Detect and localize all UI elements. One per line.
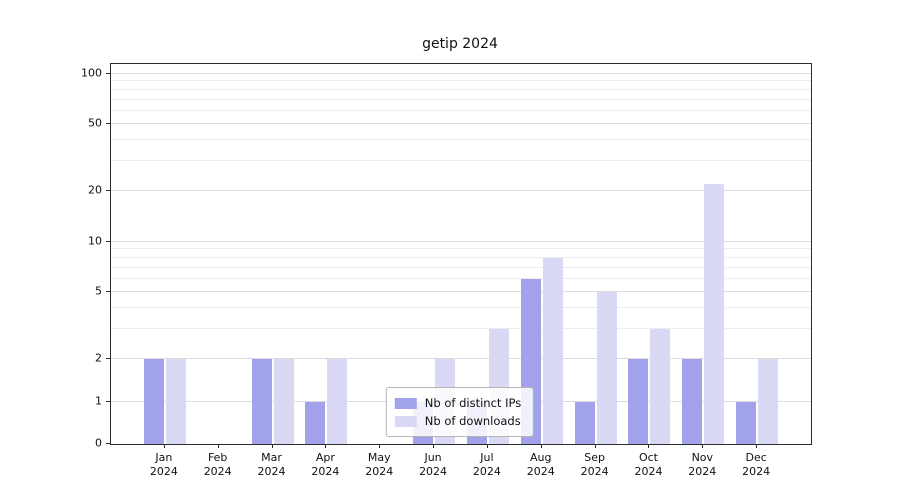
y-tick-label: 10 — [88, 234, 102, 248]
minor-gridline — [111, 80, 811, 82]
legend-swatch-distinct-ips — [394, 397, 417, 409]
x-tick-mark — [648, 444, 650, 448]
legend-label-distinct-ips: Nb of distinct IPs — [424, 396, 522, 410]
major-gridline — [111, 123, 811, 125]
minor-gridline — [111, 139, 811, 141]
plot-area — [110, 63, 812, 445]
x-tick-label: May 2024 — [365, 451, 394, 478]
x-tick-label: Mar 2024 — [257, 451, 286, 478]
y-tick-label: 20 — [88, 183, 102, 197]
legend-row-downloads: Nb of downloads — [394, 412, 521, 430]
bar — [273, 359, 294, 444]
y-tick-label: 1 — [95, 394, 102, 407]
minor-gridline — [111, 277, 811, 279]
bar — [143, 359, 164, 444]
bar — [327, 359, 348, 444]
major-gridline — [111, 190, 811, 191]
y-tick-mark — [106, 291, 110, 293]
y-tick-label: 50 — [88, 116, 102, 130]
minor-gridline — [111, 256, 811, 258]
bar — [628, 359, 649, 444]
x-tick-label: Jan 2024 — [149, 451, 178, 478]
x-tick-label: Feb 2024 — [203, 451, 232, 478]
minor-gridline — [111, 266, 811, 268]
minor-gridline — [111, 109, 811, 111]
x-tick-label: Apr 2024 — [311, 451, 340, 478]
bar — [165, 359, 186, 444]
legend: Nb of distinct IPs Nb of downloads — [385, 387, 535, 437]
x-tick-mark — [594, 444, 596, 448]
minor-gridline — [111, 88, 811, 90]
x-tick-mark — [702, 444, 704, 448]
chart-title: getip 2024 — [422, 36, 498, 52]
legend-swatch-downloads — [394, 415, 417, 427]
bar — [736, 401, 757, 444]
x-tick-label: Jun 2024 — [419, 451, 448, 478]
legend-label-downloads: Nb of downloads — [424, 414, 521, 428]
bar — [305, 401, 326, 444]
bar — [596, 292, 617, 444]
x-tick-mark — [325, 444, 327, 448]
major-gridline — [111, 358, 811, 359]
x-tick-mark — [433, 444, 435, 448]
y-tick-mark — [106, 72, 110, 74]
bar — [704, 184, 725, 444]
x-tick-label: Jul 2024 — [472, 451, 501, 478]
bar — [574, 401, 595, 444]
y-tick-label: 2 — [95, 351, 102, 365]
minor-gridline — [111, 98, 811, 100]
major-gridline — [111, 291, 811, 293]
y-tick-mark — [106, 190, 110, 191]
y-tick-mark — [106, 240, 110, 242]
y-tick-label: 0 — [95, 436, 102, 450]
x-tick-label: Oct 2024 — [634, 451, 663, 478]
x-tick-mark — [163, 444, 165, 448]
y-tick-mark — [106, 443, 110, 444]
bar — [542, 257, 563, 444]
y-tick-mark — [106, 400, 110, 402]
major-gridline — [111, 240, 811, 242]
bar — [758, 359, 779, 444]
minor-gridline — [111, 248, 811, 250]
x-tick-mark — [540, 444, 542, 448]
y-tick-label: 5 — [95, 284, 102, 298]
x-tick-label: Aug 2024 — [526, 451, 555, 478]
x-tick-mark — [217, 444, 219, 448]
x-tick-label: Dec 2024 — [742, 451, 771, 478]
bar — [682, 359, 703, 444]
y-tick-label: 100 — [81, 66, 102, 80]
x-tick-mark — [756, 444, 758, 448]
minor-gridline — [111, 328, 811, 330]
bar — [650, 329, 671, 444]
x-tick-label: Sep 2024 — [580, 451, 609, 478]
x-tick-mark — [271, 444, 273, 448]
x-tick-mark — [486, 444, 488, 448]
bar — [251, 359, 272, 444]
major-gridline — [111, 72, 811, 74]
minor-gridline — [111, 160, 811, 162]
y-tick-mark — [106, 123, 110, 125]
x-tick-mark — [379, 444, 381, 448]
minor-gridline — [111, 307, 811, 309]
legend-row-distinct-ips: Nb of distinct IPs — [394, 394, 522, 412]
x-tick-label: Nov 2024 — [688, 451, 717, 478]
y-tick-mark — [106, 358, 110, 359]
